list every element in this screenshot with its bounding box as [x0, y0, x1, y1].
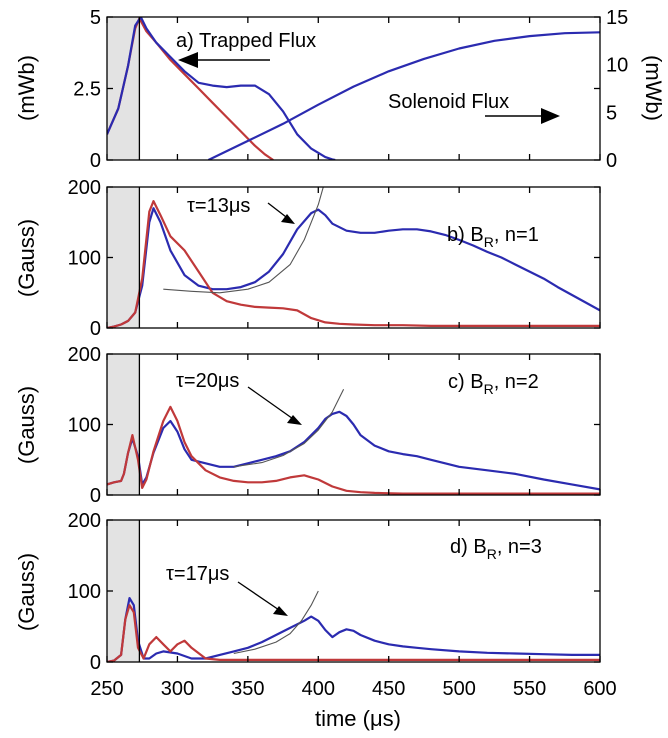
panel-b-series-red-line-1	[107, 200, 600, 328]
panel-b-title-main: b) B	[447, 224, 484, 246]
x-tick-label-7: 600	[583, 678, 616, 700]
panel-c-series-red-line-1	[107, 405, 600, 495]
panel-d-tau-arrowhead	[273, 606, 288, 616]
x-tick-label-2: 350	[231, 678, 264, 700]
panel-b-series-fit-line-2	[163, 187, 324, 294]
x-axis-label: time (μs)	[315, 706, 401, 731]
panel-c-ytick-label-0: 0	[90, 485, 101, 507]
solenoid-flux-arrowhead	[541, 108, 560, 124]
panel-c-title-main: c) B	[448, 371, 484, 393]
panel-b: 0 100 200	[68, 177, 601, 340]
panel-d-ytick-label-2: 200	[68, 510, 101, 532]
x-tick-label-0: 250	[90, 678, 123, 700]
panel-a: 0 2.5 5 0 5 10 15	[73, 7, 628, 172]
panel-c-title-tail: , n=2	[494, 371, 539, 393]
panel-a-ylabel-right: (mWb)	[641, 55, 666, 121]
panel-a-ylabel: (mWb)	[14, 55, 39, 121]
panel-b-ytick-label-0: 0	[90, 318, 101, 340]
panel-a-ytick-right-label-1: 5	[606, 102, 617, 124]
x-tick-label-3: 400	[302, 678, 335, 700]
panel-c-tau-arrowhead	[287, 415, 302, 425]
panel-b-frame	[106, 186, 601, 329]
panel-d-title-sub: R	[487, 546, 497, 562]
panel-d-ytick-label-0: 0	[90, 652, 101, 674]
panels: 0 2.5 5 0 5 10 15 0 100 200 0 100 200 0 100 200 250 300 35…	[68, 7, 629, 700]
panel-c-title-sub: R	[484, 381, 494, 397]
x-tick-label-5: 500	[442, 678, 475, 700]
panel-a-ytick-label-1: 2.5	[73, 79, 101, 101]
panel-d-tau: τ=17μs	[166, 563, 229, 585]
panel-d-tau-arrow	[237, 581, 283, 613]
panel-c-series-fit-line-2	[233, 389, 345, 468]
panel-a-ytick-right-label-3: 15	[606, 7, 628, 29]
x-tick-label-1: 300	[161, 678, 194, 700]
x-tick-label-4: 450	[372, 678, 405, 700]
panel-c-series-blue-line-0	[107, 410, 600, 491]
panel-b-tau-arrowhead	[281, 214, 295, 224]
panel-c-tau: τ=20μs	[176, 370, 239, 392]
panel-a-series-blue-line-1	[107, 17, 336, 160]
panel-c-tau-arrow	[247, 386, 297, 422]
x-tick-label-6: 550	[513, 678, 546, 700]
panel-b-title-tail: , n=1	[494, 224, 539, 246]
solenoid-flux-label: Solenoid Flux	[388, 91, 509, 113]
panel-b-title-sub: R	[484, 234, 494, 250]
panel-b-ytick-label-2: 200	[68, 177, 101, 199]
panel-d-series-fit-line-2	[233, 590, 319, 655]
panel-c-ytick-label-2: 200	[68, 344, 101, 366]
annotation-arrows	[178, 52, 560, 616]
panel-b-tau: τ=13μs	[187, 195, 250, 217]
panel-a-series-blue-line-2	[207, 31, 600, 160]
panel-d-ylabel: (Gauss)	[14, 553, 39, 631]
panel-d-title: d) BR, n=3	[450, 536, 542, 562]
panel-c: 0 100 200	[68, 344, 601, 507]
trapped-flux-arrowhead	[178, 52, 198, 68]
panel-d-ytick-label-1: 100	[68, 581, 101, 603]
panel-b-ytick-label-1: 100	[68, 248, 101, 270]
panel-d: 0 100 200 250 300 350 400 450 500 550 600	[68, 510, 617, 700]
panel-b-title: b) BR, n=1	[447, 224, 539, 250]
panel-b-ylabel: (Gauss)	[14, 219, 39, 297]
panel-a-title: a) Trapped Flux	[176, 30, 316, 52]
panel-d-title-main: d) B	[450, 536, 487, 558]
panel-b-series-blue-line-0	[107, 207, 600, 328]
panel-a-ytick-label-2: 5	[90, 7, 101, 29]
panel-d-series-blue-line-0	[107, 596, 600, 662]
panel-c-ytick-label-1: 100	[68, 415, 101, 437]
panel-d-title-tail: , n=3	[497, 536, 542, 558]
panel-a-ytick-label-0: 0	[90, 150, 101, 172]
panel-a-ytick-right-label-0: 0	[606, 150, 617, 172]
panel-c-ylabel: (Gauss)	[14, 386, 39, 464]
panel-c-title: c) BR, n=2	[448, 371, 539, 397]
panel-a-ytick-right-label-2: 10	[606, 55, 628, 77]
